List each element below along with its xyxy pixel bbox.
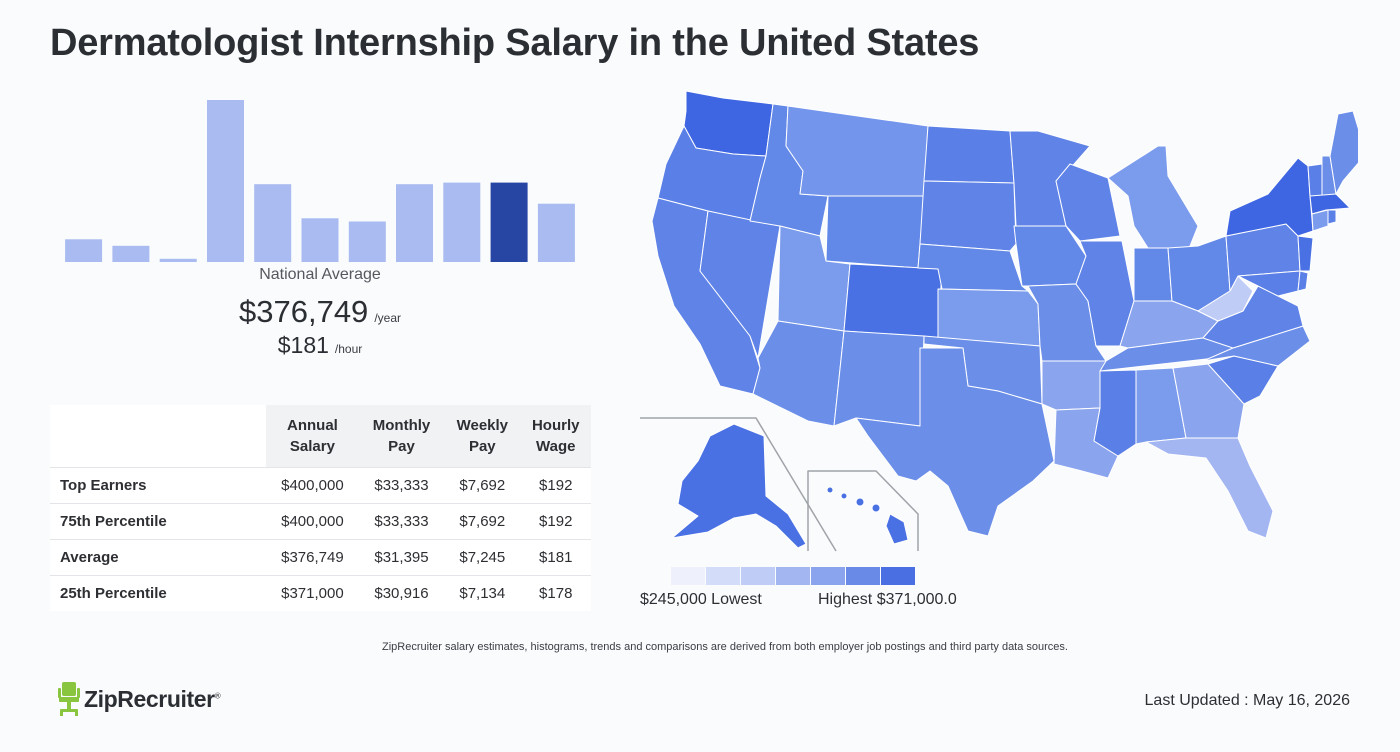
state-hawaii <box>826 486 909 545</box>
state-vermont <box>1307 163 1323 197</box>
table-row: 25th Percentile $371,000 $30,916 $7,134 … <box>50 574 591 611</box>
cell-weekly: $7,692 <box>444 502 521 539</box>
state-delaware <box>1297 270 1309 292</box>
cell-monthly: $31,395 <box>358 538 445 575</box>
hourly-value: $181 <box>277 332 329 358</box>
state-new-jersey <box>1297 235 1314 272</box>
header-monthly: Monthly Pay <box>358 405 445 467</box>
histogram-bar <box>348 221 386 262</box>
map-color-legend <box>671 567 916 585</box>
national-average-label: National Average <box>259 266 381 283</box>
brand-name: ZipRecruiter® <box>84 685 221 712</box>
state-arkansas <box>1041 360 1107 411</box>
cell-hourly: $178 <box>520 574 591 611</box>
legend-swatch <box>706 567 740 585</box>
state-washington <box>683 90 774 157</box>
cell-weekly: $7,245 <box>444 538 521 575</box>
cell-monthly: $33,333 <box>358 466 445 503</box>
cell-annual: $400,000 <box>266 502 359 539</box>
last-updated: Last Updated : May 16, 2026 <box>1144 692 1350 709</box>
legend-swatch <box>846 567 880 585</box>
state-montana <box>785 105 929 197</box>
national-average-hourly: $181/hour <box>50 332 590 359</box>
table-row: 75th Percentile $400,000 $33,333 $7,692 … <box>50 502 591 539</box>
state-georgia <box>1172 363 1245 439</box>
national-average-yearly: $376,749/year <box>50 294 590 330</box>
state-south-carolina <box>1207 355 1279 405</box>
row-label: 75th Percentile <box>50 502 266 539</box>
row-label: Average <box>50 538 266 575</box>
state-arizona <box>752 320 845 427</box>
header-hourly: Hourly Wage <box>520 405 591 467</box>
state-kansas <box>937 288 1041 347</box>
histogram-bar <box>65 239 103 262</box>
histogram-bar <box>443 182 481 262</box>
histogram-bar-highlighted <box>490 182 528 262</box>
cell-hourly: $192 <box>520 466 591 503</box>
state-new-york <box>1225 157 1314 237</box>
cell-monthly: $30,916 <box>358 574 445 611</box>
cell-monthly: $33,333 <box>358 502 445 539</box>
state-south-dakota <box>919 180 1017 252</box>
table-corner <box>50 405 266 467</box>
histogram-bar <box>301 218 339 262</box>
page-title: Dermatologist Internship Salary in the U… <box>50 22 980 64</box>
registered-mark: ® <box>214 690 221 700</box>
state-florida <box>1145 437 1274 539</box>
legend-swatch <box>741 567 775 585</box>
us-state-salary-map <box>640 90 1358 552</box>
state-illinois <box>1075 240 1135 347</box>
histogram-bar <box>396 184 433 262</box>
row-label: 25th Percentile <box>50 574 266 611</box>
cell-annual: $400,000 <box>266 466 359 503</box>
row-label: Top Earners <box>50 466 266 503</box>
state-north-dakota <box>923 125 1015 184</box>
cell-annual: $376,749 <box>266 538 359 575</box>
legend-low-label: $245,000 Lowest <box>640 591 762 608</box>
state-maine <box>1329 110 1358 195</box>
table-header-row: Annual Salary Monthly Pay Weekly Pay Hourly… <box>50 405 591 467</box>
histogram-bar <box>159 258 197 262</box>
cell-weekly: $7,134 <box>444 574 521 611</box>
salary-histogram <box>65 100 575 262</box>
state-texas <box>855 347 1055 537</box>
yearly-value: $376,749 <box>239 294 369 329</box>
histogram-bar <box>207 100 244 262</box>
state-rhode-island <box>1327 209 1337 225</box>
state-alaska <box>671 423 807 549</box>
hawaii-inset-frame <box>807 470 919 551</box>
histogram-bar <box>254 184 292 262</box>
legend-swatch <box>776 567 810 585</box>
legend-swatch <box>881 567 915 585</box>
data-source-footnote: ZipRecruiter salary estimates, histogram… <box>382 641 1068 653</box>
state-mississippi <box>1093 369 1137 457</box>
hourly-unit: /hour <box>334 342 363 356</box>
header-weekly: Weekly Pay <box>444 405 521 467</box>
legend-swatch <box>671 567 705 585</box>
ziprecruiter-logo[interactable]: ZipRecruiter® <box>58 682 221 716</box>
state-wyoming <box>825 195 925 269</box>
histogram-bar <box>112 245 150 262</box>
state-maryland <box>1237 270 1301 297</box>
state-new-mexico <box>833 330 925 427</box>
cell-weekly: $7,692 <box>444 466 521 503</box>
alaska-inset-frame <box>640 417 837 552</box>
legend-high-label: Highest $371,000.0 <box>818 591 957 608</box>
state-connecticut <box>1311 209 1329 232</box>
state-massachusetts <box>1309 193 1351 215</box>
legend-swatch <box>811 567 845 585</box>
salary-table: Annual Salary Monthly Pay Weekly Pay Hourly… <box>50 405 591 611</box>
state-michigan <box>1107 145 1199 252</box>
cell-annual: $371,000 <box>266 574 359 611</box>
cell-hourly: $192 <box>520 502 591 539</box>
header-annual: Annual Salary <box>266 405 359 467</box>
state-colorado <box>843 263 943 339</box>
histogram-bar <box>537 203 575 262</box>
table-row: Average $376,749 $31,395 $7,245 $181 <box>50 538 591 575</box>
yearly-unit: /year <box>374 311 401 325</box>
table-row: Top Earners $400,000 $33,333 $7,692 $192 <box>50 466 591 503</box>
state-wisconsin <box>1055 163 1121 242</box>
chair-icon <box>58 682 80 716</box>
cell-hourly: $181 <box>520 538 591 575</box>
